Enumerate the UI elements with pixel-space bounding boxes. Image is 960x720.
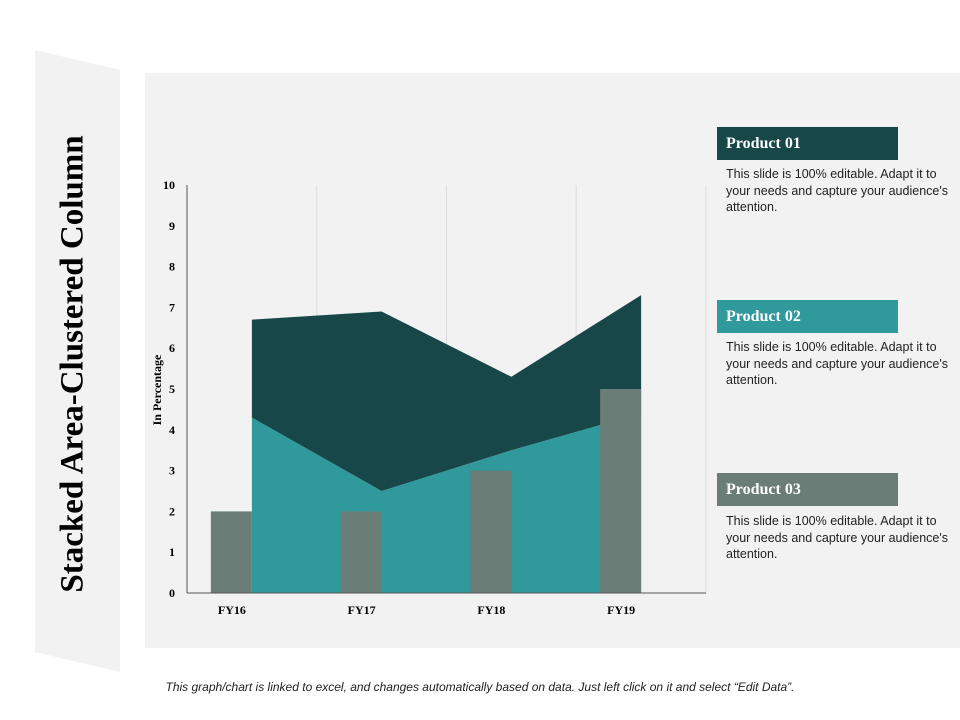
product-03-label: Product 03: [717, 473, 898, 506]
axis-layer: 0 1 2 3 4 5 6 7 8 9 10 FY16 FY17 FY18 FY19: [163, 178, 706, 617]
product-01-description: This slide is 100% editable. Adapt it to…: [726, 167, 948, 214]
product-01-label: Product 01: [717, 127, 898, 160]
product-02-label: Product 02: [717, 300, 898, 333]
y-tick-label: 9: [169, 219, 175, 233]
y-tick-label: 2: [169, 504, 175, 518]
y-tick-label: 3: [169, 464, 175, 478]
x-tick-label: FY19: [607, 603, 635, 617]
y-tick-label: 6: [169, 341, 175, 355]
side-banner: [35, 50, 120, 672]
column-product-03-fy16[interactable]: [210, 511, 252, 593]
y-axis-title: In Percentage: [150, 354, 164, 425]
y-tick-label: 8: [169, 260, 175, 274]
y-tick-label: 5: [169, 382, 175, 396]
product-03-description: This slide is 100% editable. Adapt it to…: [726, 514, 948, 561]
y-tick-label: 1: [169, 545, 175, 559]
y-tick-label: 0: [169, 586, 175, 600]
column-product-03-fy19[interactable]: [600, 389, 642, 593]
footer-note: This graph/chart is linked to excel, and…: [165, 680, 795, 694]
column-product-03-fy18[interactable]: [470, 470, 512, 593]
area-product-01[interactable]: [251, 295, 642, 491]
product-02-description: This slide is 100% editable. Adapt it to…: [726, 340, 948, 387]
x-tick-label: FY17: [348, 603, 376, 617]
column-layer: [210, 389, 642, 593]
y-tick-label: 7: [169, 300, 175, 314]
y-tick-label: 4: [169, 423, 175, 437]
x-tick-label: FY18: [477, 603, 505, 617]
x-tick-label: FY16: [218, 603, 246, 617]
column-product-03-fy17[interactable]: [340, 511, 382, 593]
y-tick-label: 10: [163, 178, 175, 192]
